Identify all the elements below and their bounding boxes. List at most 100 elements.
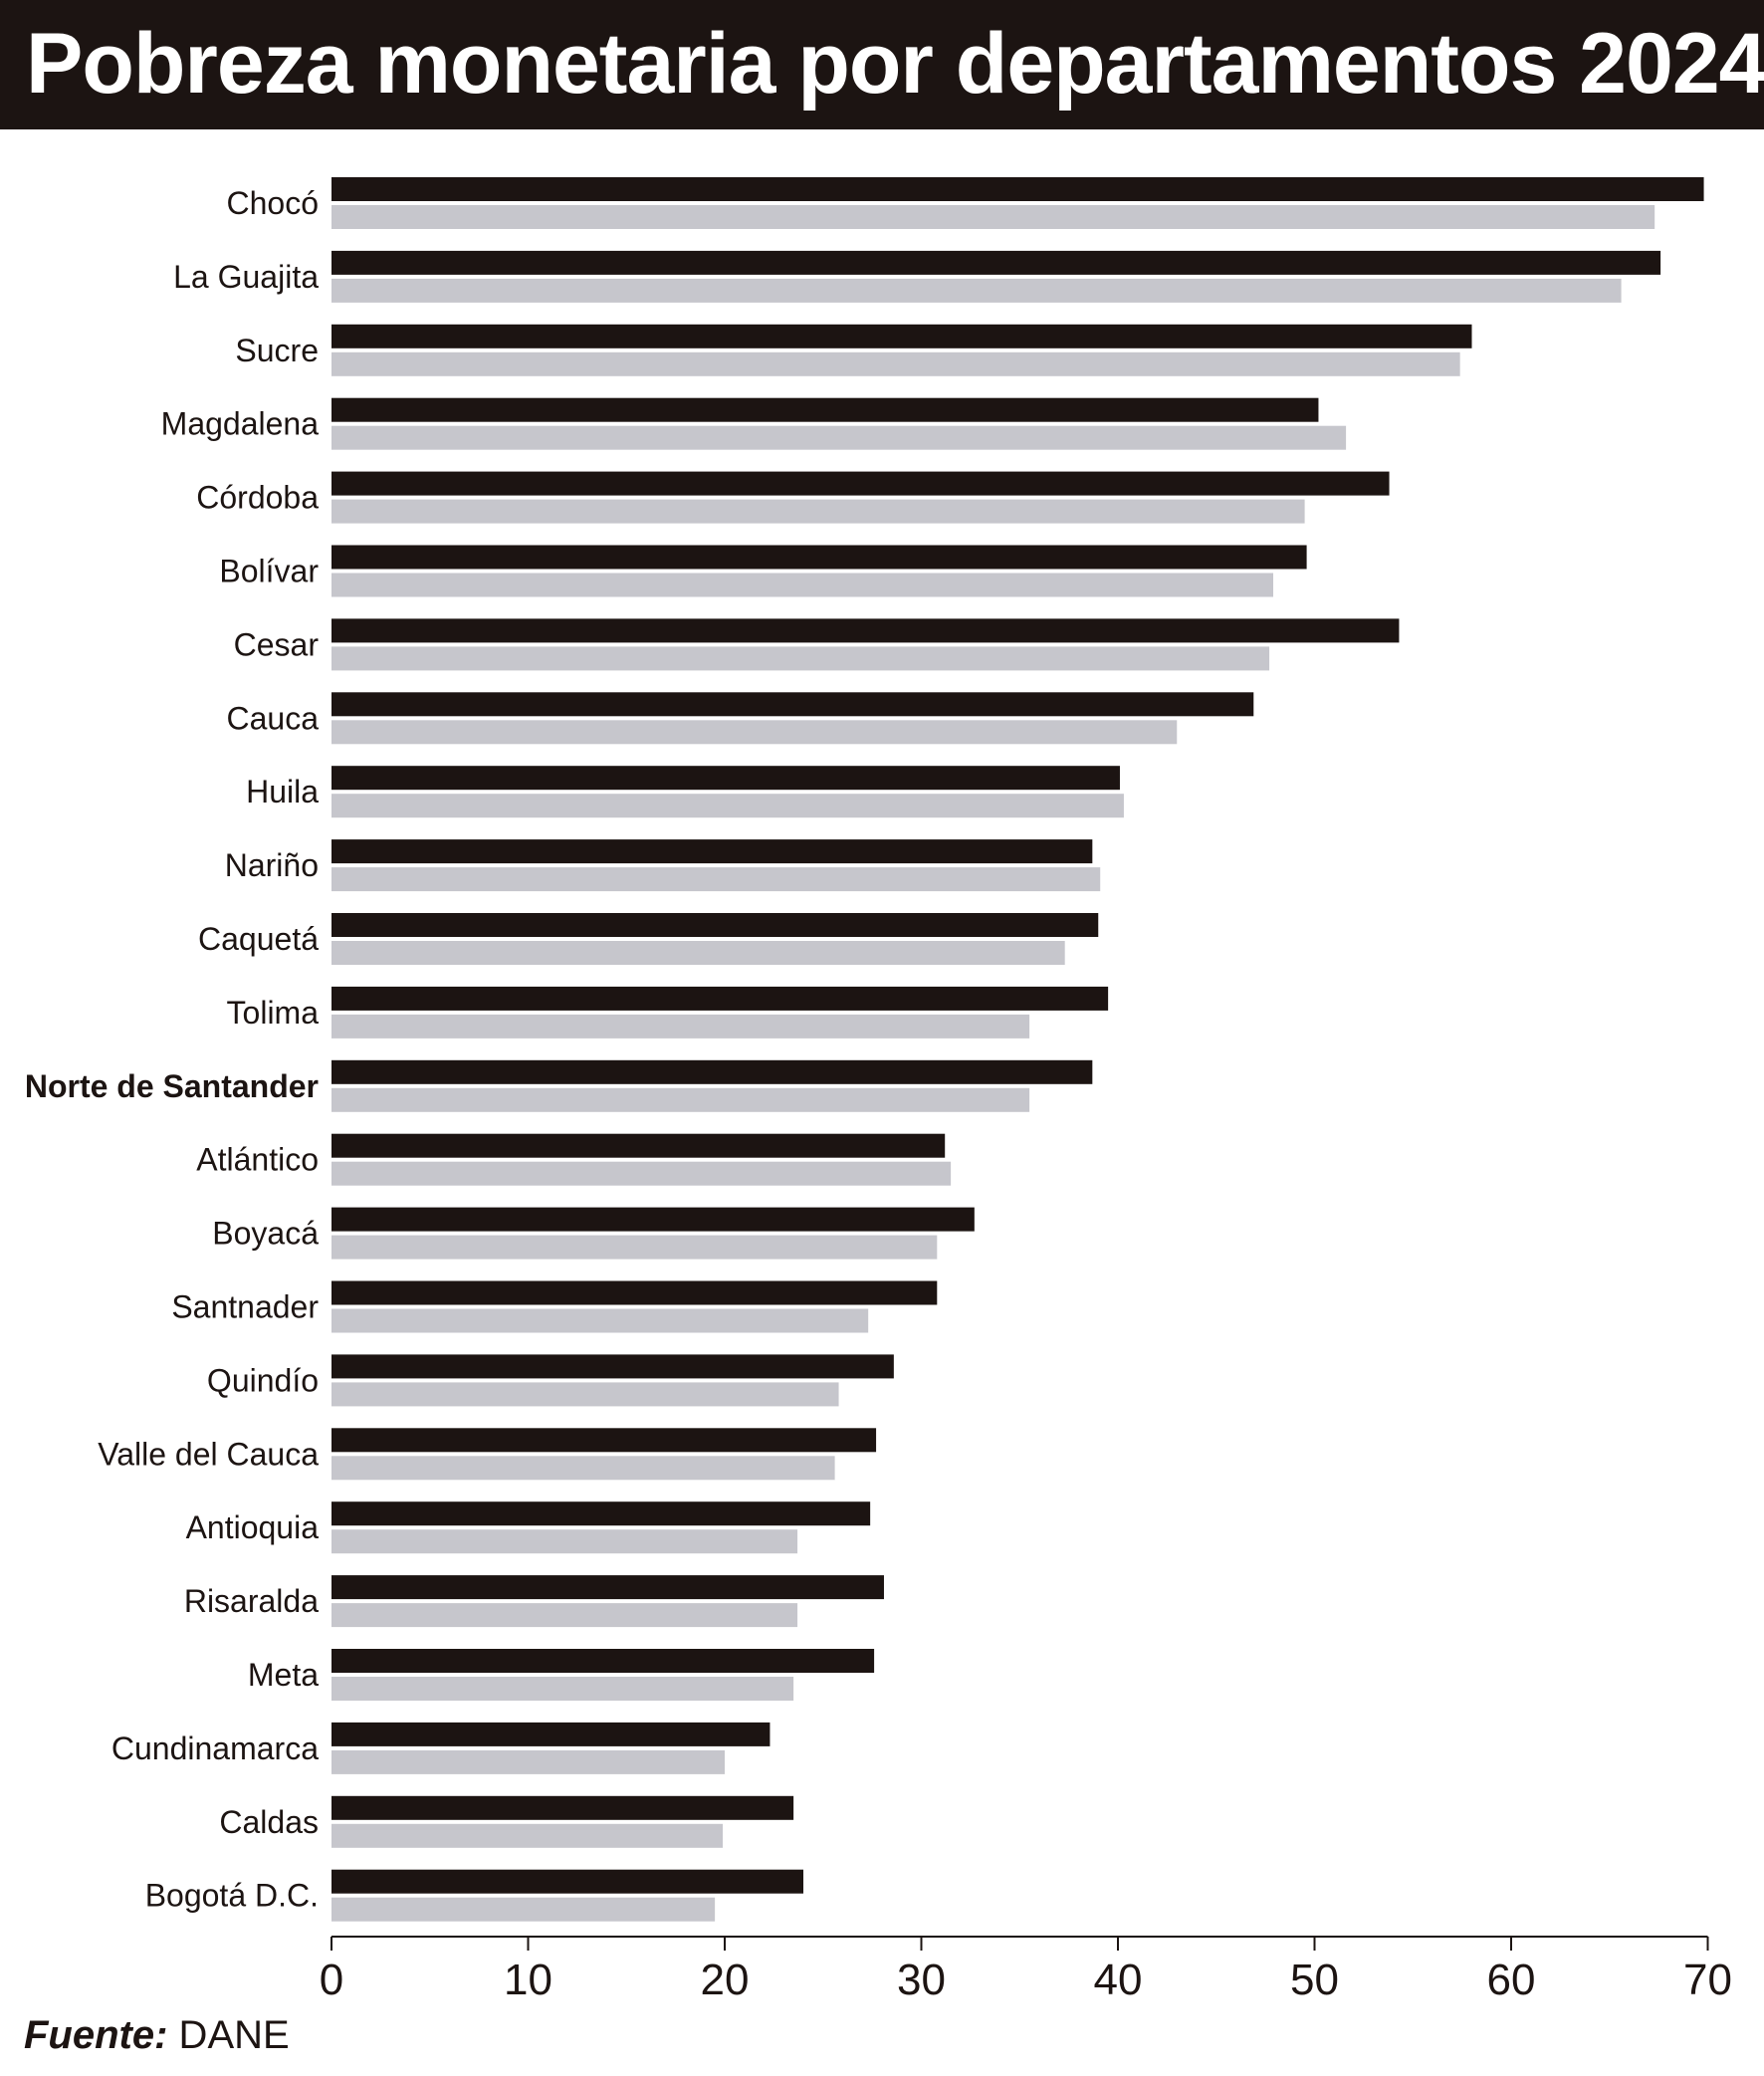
category-label: Norte de Santander [25,1068,319,1104]
bar-series-1 [331,1059,1093,1084]
bar-series-2 [331,1749,725,1774]
bar-chart: Chocó La Guajita Sucre Magdalena Córdoba Bolí… [25,177,1732,2004]
category-row: Sucre [235,324,1472,376]
x-tick-label: 30 [897,1956,946,2004]
category-row: Cauca [227,692,1254,745]
bar-series-1 [331,692,1254,717]
bar-series-2 [331,794,1124,818]
category-row: Antioquia [186,1501,871,1554]
bar-series-1 [331,1354,894,1379]
x-tick-label: 0 [320,1956,343,2004]
category-row: Santnader [171,1280,938,1333]
category-label: Caldas [219,1804,319,1840]
category-label: Quindío [207,1362,319,1398]
category-label: Magdalena [161,406,320,442]
bar-series-1 [331,1722,771,1746]
category-label: Bogotá D.C. [145,1878,319,1914]
bar-series-2 [331,205,1655,229]
category-row: Cesar [234,618,1400,671]
category-row: Córdoba [196,471,1390,524]
bar-series-2 [331,1823,724,1848]
category-row: Caquetá [198,913,1099,965]
category-label: Atlántico [196,1142,319,1178]
bar-series-2 [331,1308,869,1333]
category-label: Risaralda [184,1583,319,1619]
category-label: Nariño [225,847,319,883]
bar-series-1 [331,913,1099,937]
bar-series-2 [331,720,1178,745]
category-row: Huila [246,766,1124,818]
category-row: Quindío [207,1354,894,1407]
bar-series-1 [331,1649,875,1673]
bar-series-1 [331,471,1390,496]
bar-series-1 [331,1207,975,1232]
category-row: Chocó [227,177,1704,229]
category-label: Caquetá [198,921,319,957]
category-label: Santnader [171,1289,319,1325]
bar-series-2 [331,1235,938,1260]
category-row: La Guajita [173,250,1661,303]
title-bar: Pobreza monetaria por departamentos 2024 [0,0,1764,129]
bar-series-1 [331,618,1400,643]
category-label: Sucre [235,333,319,368]
category-label: Antioquia [186,1509,320,1545]
category-label: Cesar [234,626,320,662]
bar-series-2 [331,1529,798,1554]
x-tick-label: 50 [1290,1956,1339,2004]
category-label: Huila [246,774,319,809]
category-row: Tolima [227,986,1109,1038]
x-tick-label: 10 [504,1956,552,2004]
category-label: Bolívar [219,554,319,589]
bar-series-2 [331,1897,716,1922]
bar-series-1 [331,324,1472,348]
chart-title: Pobreza monetaria por departamentos 2024 [26,16,1764,112]
category-label: Córdoba [196,480,319,516]
category-row: Meta [248,1649,875,1701]
source-value: DANE [167,2013,290,2057]
x-tick-label: 20 [701,1956,750,2004]
bar-series-1 [331,397,1319,422]
bar-series-2 [331,1087,1030,1112]
bar-series-2 [331,1456,835,1481]
x-tick-label: 60 [1487,1956,1536,2004]
bar-series-1 [331,177,1704,201]
bar-series-2 [331,499,1305,524]
category-row: Bolívar [219,545,1307,597]
x-tick-label: 70 [1683,1956,1732,2004]
bar-series-1 [331,1501,871,1526]
category-label: Valle del Cauca [98,1436,319,1472]
bar-series-2 [331,1603,798,1628]
bar-series-1 [331,1428,877,1453]
category-row: Cundinamarca [111,1722,771,1774]
category-row: Bogotá D.C. [145,1869,803,1922]
bar-series-2 [331,425,1347,450]
category-label: Tolima [227,995,320,1031]
bar-series-2 [331,1677,794,1701]
category-row: Norte de Santander [25,1059,1093,1112]
category-label: Boyacá [212,1216,319,1252]
bar-series-2 [331,941,1065,965]
category-row: Nariño [225,839,1101,892]
bar-series-1 [331,839,1093,864]
bar-series-2 [331,1014,1030,1038]
category-row: Caldas [219,1795,794,1848]
bar-series-1 [331,766,1120,791]
category-label: Chocó [227,185,320,221]
x-tick-label: 40 [1094,1956,1143,2004]
bar-series-1 [331,1133,946,1158]
source-label: Fuente: [24,2013,168,2057]
bar-series-2 [331,573,1274,597]
bar-series-1 [331,986,1109,1011]
category-label: Cauca [227,700,320,736]
bar-series-2 [331,351,1460,376]
category-label: Cundinamarca [111,1730,319,1766]
category-row: Atlántico [196,1133,952,1186]
bar-series-2 [331,867,1101,892]
category-row: Magdalena [161,397,1347,450]
category-label: Meta [248,1657,319,1693]
bar-series-2 [331,278,1622,303]
category-row: Risaralda [184,1575,884,1628]
bar-series-2 [331,1161,952,1186]
bar-series-1 [331,545,1307,570]
bar-series-1 [331,1869,803,1894]
